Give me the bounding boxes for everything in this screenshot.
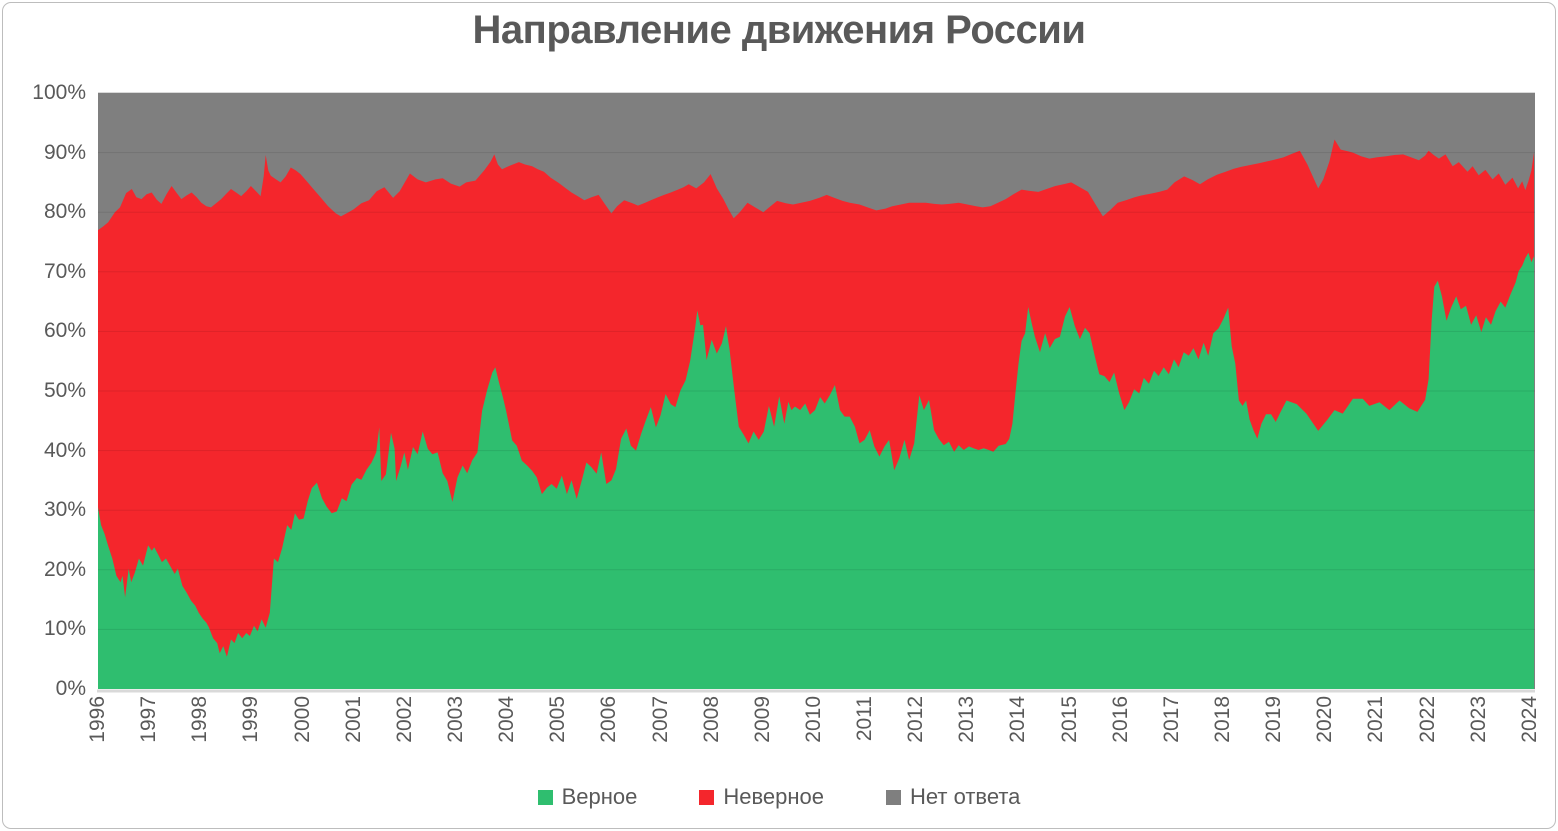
x-tick-label-2001: 2001: [341, 696, 365, 743]
x-tick-label-2015: 2015: [1057, 696, 1081, 743]
legend-swatch-icon: [537, 789, 553, 805]
x-tick-label-2004: 2004: [495, 696, 519, 743]
y-tick-label-10: 10%: [43, 617, 86, 641]
legend-item-3: Нет ответа: [886, 784, 1020, 810]
y-tick-label-80: 80%: [43, 200, 86, 224]
legend-item-1: Верное: [537, 784, 638, 810]
y-tick-label-70: 70%: [43, 259, 86, 283]
x-tick-label-2002: 2002: [392, 696, 416, 743]
y-tick-label-50: 50%: [43, 379, 86, 402]
x-tick-label-2012: 2012: [904, 696, 928, 743]
x-tick-label-1998: 1998: [188, 696, 212, 743]
y-tick-label-0: 0%: [55, 677, 86, 700]
x-tick-label-2011: 2011: [853, 696, 877, 742]
chart-title: Направление движения России: [472, 8, 1086, 52]
x-tick-label-2005: 2005: [546, 696, 570, 743]
x-tick-label-2017: 2017: [1159, 696, 1183, 743]
y-tick-label-40: 40%: [43, 438, 86, 462]
x-tick-label-2013: 2013: [955, 696, 979, 743]
x-tick-label-2009: 2009: [750, 696, 774, 743]
x-tick-label-2014: 2014: [1006, 696, 1030, 743]
area-correct: [98, 252, 1534, 689]
x-tick-label-2018: 2018: [1211, 696, 1235, 743]
x-tick-label-2022: 2022: [1415, 696, 1439, 743]
x-tick-label-1997: 1997: [137, 696, 161, 743]
chart-legend: Верное Неверное Нет ответа: [0, 784, 1558, 810]
x-tick-label-2023: 2023: [1466, 696, 1490, 743]
legend-swatch-icon: [886, 789, 901, 805]
legend-label: Неверное: [723, 784, 824, 809]
legend-label: Верное: [561, 784, 638, 809]
x-tick-label-2024: 2024: [1517, 696, 1541, 743]
x-tick-label-2021: 2021: [1364, 696, 1388, 743]
x-tick-label-2000: 2000: [290, 696, 314, 743]
y-tick-label-60: 60%: [43, 319, 86, 343]
y-tick-label-100: 100%: [32, 81, 86, 104]
legend-swatch-icon: [699, 789, 715, 805]
y-tick-label-90: 90%: [43, 140, 86, 164]
y-tick-label-30: 30%: [43, 498, 86, 522]
y-tick-label-20: 20%: [43, 557, 86, 581]
x-tick-label-2003: 2003: [443, 696, 467, 743]
x-tick-label-1996: 1996: [86, 696, 109, 743]
x-tick-label-2006: 2006: [597, 696, 621, 743]
x-tick-label-2010: 2010: [801, 696, 825, 743]
x-tick-label-1999: 1999: [239, 696, 263, 743]
legend-label: Нет ответа: [910, 784, 1021, 809]
legend-item-2: Неверное: [699, 784, 824, 810]
x-tick-label-2016: 2016: [1108, 696, 1132, 743]
x-tick-label-2007: 2007: [648, 696, 672, 743]
x-tick-label-2020: 2020: [1313, 696, 1337, 743]
x-tick-label-2008: 2008: [699, 696, 723, 743]
x-tick-label-2019: 2019: [1262, 696, 1286, 743]
